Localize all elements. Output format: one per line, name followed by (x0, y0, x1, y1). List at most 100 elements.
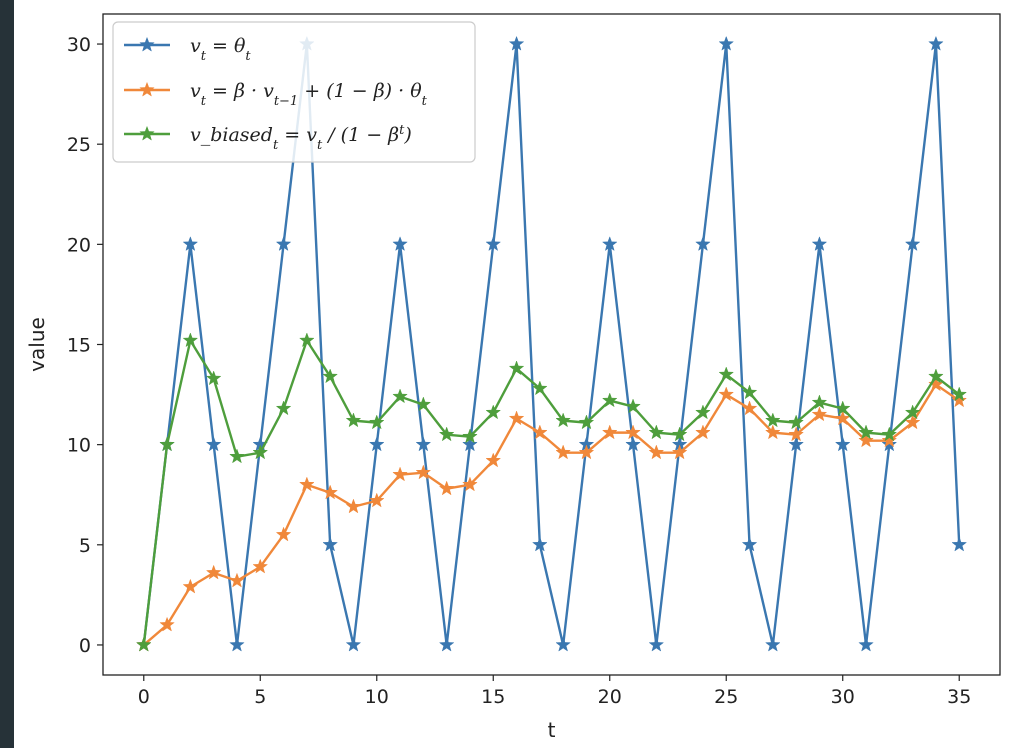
series-0-point (415, 436, 432, 452)
series-0-point (648, 636, 665, 652)
y-tick-label: 10 (67, 435, 91, 457)
series-2-point (904, 404, 921, 420)
x-tick-label: 5 (254, 686, 266, 708)
legend-entry-1: vt = β · vt−1 + (1 − β) · θt (190, 80, 428, 109)
series-2-point (368, 414, 385, 430)
series-0-point (438, 636, 455, 652)
series-0-point (182, 236, 199, 252)
y-axis-label: value (25, 317, 49, 372)
legend-entry-2: v_biasedt = vt / (1 − βt) (190, 123, 412, 153)
legend-box (112, 21, 476, 163)
y-tick-label: 30 (67, 34, 91, 56)
series-1-point (275, 526, 292, 542)
series-2-point (485, 404, 502, 420)
series-2-point (671, 426, 688, 442)
series-0-point (951, 536, 968, 552)
series-0-point (928, 35, 944, 51)
series-2-point (881, 426, 898, 442)
series-2-point (555, 412, 571, 428)
series-1-point (881, 432, 898, 448)
series-2-point (275, 400, 292, 416)
series-1-point (904, 414, 921, 430)
series-0-point (811, 236, 828, 252)
series-1-point (182, 578, 199, 594)
series-2-point (951, 386, 968, 402)
series-2-point (159, 436, 175, 452)
series-1-point (345, 498, 362, 514)
legend-swatch-marker (139, 125, 155, 141)
series-0-point (718, 35, 735, 51)
series-2-point (415, 396, 432, 412)
series-2-point (345, 412, 362, 428)
series-0-point (322, 536, 338, 552)
y-tick-label: 25 (67, 134, 91, 156)
legend: vt = θt vt = β · vt−1 + (1 − β) · θt v_bia… (112, 21, 476, 163)
series-1-point (415, 464, 432, 480)
series-2-point (695, 404, 711, 420)
series-0-point (462, 436, 478, 452)
series-1-point (485, 452, 502, 468)
series-1-point (788, 426, 804, 442)
legend-swatch-marker (139, 36, 155, 52)
series-0-point (392, 236, 408, 252)
series-0-line (142, 42, 961, 647)
series-0-point (741, 536, 758, 552)
y-tick-label: 15 (67, 335, 91, 357)
series-1-point (205, 564, 222, 580)
series-1-point (601, 424, 618, 440)
series-0-point (601, 236, 618, 252)
series-1-point (532, 424, 548, 440)
series-0-point (229, 636, 245, 652)
series-1-point (648, 444, 665, 460)
series-2-point (601, 392, 618, 408)
series-2-point (625, 398, 641, 414)
series-0-point (485, 236, 502, 252)
x-tick-label: 15 (481, 686, 505, 708)
series-2-point (811, 394, 828, 410)
window-edge (0, 0, 14, 748)
series-0-point (555, 636, 571, 652)
series-1-point (671, 444, 688, 460)
series-2-point (741, 384, 758, 400)
series-1-point (159, 616, 175, 632)
series-0-point (788, 436, 804, 452)
series-0-point (345, 636, 362, 652)
series-2-point (648, 424, 665, 440)
series-2-point (858, 424, 874, 440)
series-2-point (462, 428, 478, 444)
series-1-point (462, 476, 478, 492)
x-tick-label: 20 (598, 686, 622, 708)
x-tick-label: 10 (365, 686, 389, 708)
series-1-line (142, 383, 960, 646)
series-1-point (951, 392, 968, 408)
legend-entry-0: vt = θt (190, 35, 251, 64)
series-1-point (578, 444, 595, 460)
series-1-point (508, 410, 525, 426)
series-2-point (252, 444, 269, 460)
series-1-point (555, 444, 571, 460)
series-0-point (625, 436, 641, 452)
series-2-point (788, 414, 804, 430)
series-0-point (765, 636, 781, 652)
series-1-point (695, 424, 711, 440)
series-1-point (718, 386, 735, 402)
series-0-point (532, 536, 548, 552)
x-axis-label: t (548, 718, 556, 742)
series-2-point (834, 400, 851, 416)
series-2-line (142, 339, 960, 646)
series-1-point (392, 466, 408, 482)
series-2-point (205, 370, 222, 386)
series-2-point (299, 332, 315, 348)
series-2-point (928, 368, 944, 384)
series-0-point (904, 236, 921, 252)
series-1-point (765, 424, 781, 440)
series-2-point (322, 368, 338, 384)
x-tick-label: 25 (714, 686, 738, 708)
series-1-point (625, 424, 641, 440)
series-0-point (275, 236, 292, 252)
series-0-point (695, 236, 711, 252)
series-1-point (858, 432, 874, 448)
x-tick-label: 30 (831, 686, 855, 708)
